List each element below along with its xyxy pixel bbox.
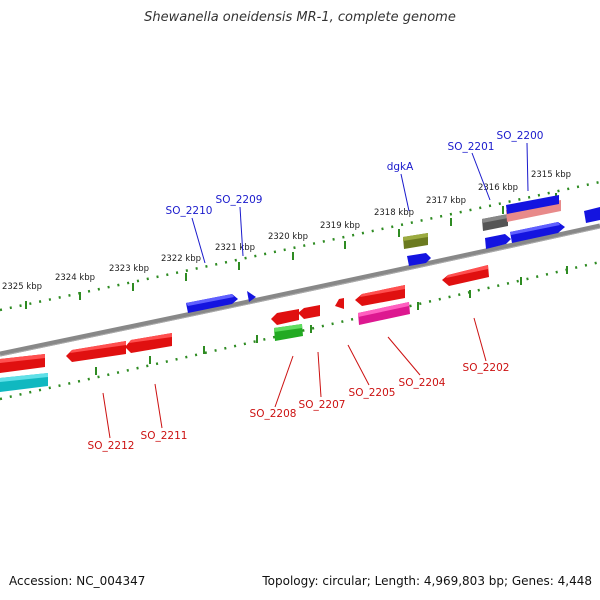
label-so2209: SO_2209 [216, 194, 263, 206]
label-so2211: SO_2211 [141, 430, 188, 442]
accession-text: Accession: NC_004347 [9, 574, 146, 588]
gene-blue-long[interactable] [510, 222, 565, 243]
label-so2202: SO_2202 [463, 362, 510, 374]
tick-label: 2316 kbp [478, 183, 518, 193]
tick-label: 2318 kbp [374, 208, 414, 218]
gene-so2205[interactable] [335, 298, 344, 309]
label-so2205: SO_2205 [349, 387, 396, 399]
gene-so2200[interactable] [506, 195, 559, 214]
genome-backbone [0, 223, 600, 357]
tick-label: 2321 kbp [215, 243, 255, 253]
gene-edge-blue[interactable] [584, 207, 600, 223]
label-so2201: SO_2201 [448, 141, 495, 153]
genome-summary-text: Topology: circular; Length: 4,969,803 bp… [262, 574, 592, 588]
tick-label: 2317 kbp [426, 196, 466, 206]
tick-label: 2315 kbp [531, 170, 571, 180]
label-so2204: SO_2204 [399, 377, 446, 389]
label-so2210: SO_2210 [166, 205, 213, 217]
map-title: Shewanella oneidensis MR-1, complete gen… [144, 10, 456, 25]
gene-so2201[interactable] [485, 234, 511, 249]
gene-so2208-red[interactable] [271, 309, 299, 325]
label-so2200: SO_2200 [497, 130, 544, 142]
label-so2207: SO_2207 [299, 399, 346, 411]
gene-so2207[interactable] [298, 305, 320, 319]
tick-label: 2323 kbp [109, 264, 149, 274]
label-so2208: SO_2208 [250, 408, 297, 420]
gene-dgka[interactable] [407, 253, 431, 266]
tick-label: 2319 kbp [320, 221, 360, 231]
label-so2212: SO_2212 [88, 440, 135, 452]
tick-label: 2324 kbp [55, 273, 95, 283]
reverse-genes [0, 265, 489, 392]
tick-label: 2325 kbp [2, 282, 42, 292]
gene-so2209[interactable] [247, 291, 256, 302]
tick-label: 2322 kbp [161, 254, 201, 264]
label-dgka: dgkA [387, 161, 414, 173]
tick-label: 2320 kbp [268, 232, 308, 242]
forward-genes [186, 195, 600, 313]
